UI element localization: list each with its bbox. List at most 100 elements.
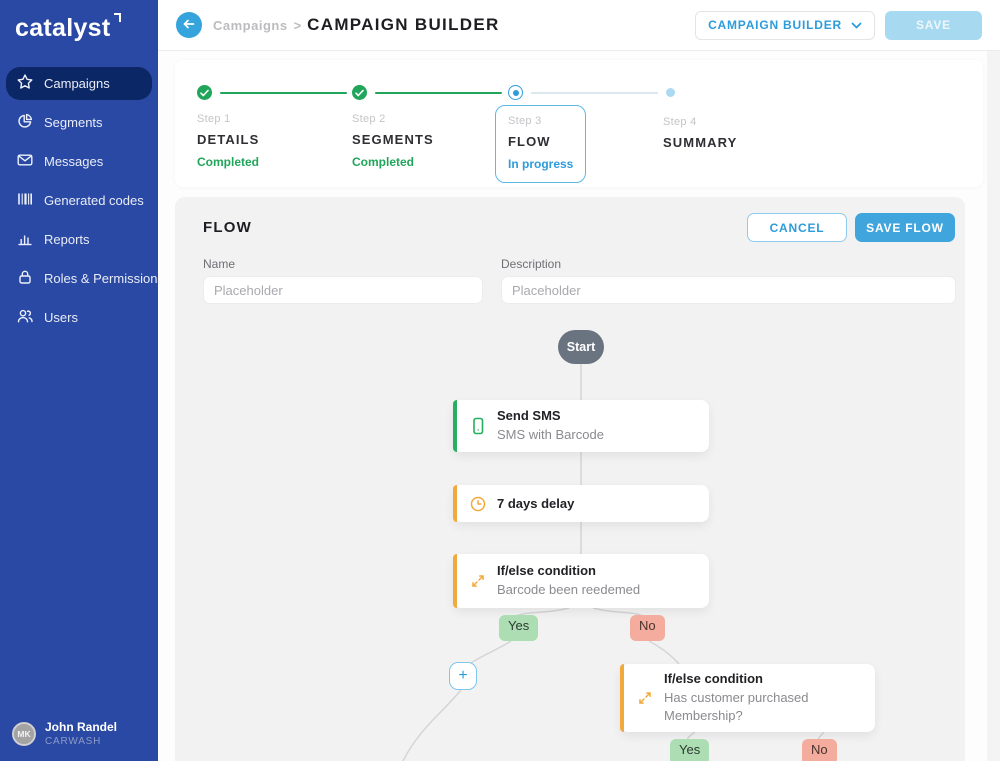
cancel-button[interactable]: CANCEL: [747, 213, 847, 242]
flow-form: Name Description: [203, 257, 956, 304]
stepper-step-segments[interactable]: Step 2 SEGMENTS Completed: [352, 85, 502, 169]
page-title: CAMPAIGN BUILDER: [307, 15, 500, 34]
node-title: Send SMS: [497, 408, 561, 424]
back-button[interactable]: [176, 12, 202, 38]
stepper-line-2: [375, 92, 502, 94]
main-area: Campaigns > CAMPAIGN BUILDER CAMPAIGN BU…: [158, 0, 1000, 761]
campaign-builder-dropdown[interactable]: CAMPAIGN BUILDER: [695, 10, 875, 40]
node-title: If/else condition: [664, 671, 763, 687]
sidebar-item-label: Reports: [44, 232, 90, 247]
step-upcoming-icon: [666, 88, 675, 97]
sidebar-item-segments[interactable]: Segments: [6, 106, 152, 139]
step-current-icon: [508, 85, 523, 100]
lock-icon: [16, 268, 34, 289]
step-completed-icon: [352, 85, 367, 100]
branch-no-badge[interactable]: No: [630, 615, 665, 641]
sidebar-item-label: Segments: [44, 115, 103, 130]
star-icon: [16, 73, 34, 94]
branch-no-badge[interactable]: No: [802, 739, 837, 761]
flow-panel-title: FLOW: [203, 219, 252, 236]
back-arrow-icon: [181, 16, 197, 35]
sidebar-user[interactable]: MK John Randel CARWASH: [0, 720, 158, 747]
step-label: Step 3: [508, 115, 542, 127]
stepper-step-details[interactable]: Step 1 DETAILS Completed: [197, 85, 347, 169]
save-flow-button[interactable]: SAVE FLOW: [855, 213, 955, 242]
breadcrumb-parent[interactable]: Campaigns: [213, 17, 288, 33]
phone-icon: [469, 417, 487, 435]
step-status: Completed: [197, 155, 260, 169]
condition-node-membership[interactable]: If/else condition Has customer purchased…: [620, 664, 875, 732]
users-icon: [16, 307, 34, 328]
node-title: If/else condition: [497, 563, 596, 579]
sidebar: catalyst Campaigns Segments Messages Gen…: [0, 0, 164, 761]
stepper-step-flow[interactable]: Step 3 FLOW In progress: [495, 85, 658, 183]
sidebar-nav: Campaigns Segments Messages Generated co…: [0, 67, 164, 334]
sidebar-item-label: Users: [44, 310, 78, 325]
chevron-down-icon: [851, 18, 862, 32]
bar-chart-icon: [16, 229, 34, 250]
name-label: Name: [203, 257, 236, 271]
add-node-button[interactable]: +: [449, 662, 477, 690]
delay-node[interactable]: 7 days delay: [453, 485, 709, 522]
node-title: 7 days delay: [497, 496, 575, 511]
current-step-box: Step 3 FLOW In progress: [495, 105, 587, 183]
stepper: Step 1 DETAILS Completed Step 2 SEGMENTS…: [175, 60, 983, 187]
sidebar-item-generated-codes[interactable]: Generated codes: [6, 184, 152, 217]
avatar: MK: [12, 721, 36, 746]
step-completed-icon: [197, 85, 212, 100]
save-button[interactable]: SAVE: [885, 10, 982, 40]
branch-yes-badge[interactable]: Yes: [670, 739, 710, 761]
user-name: John Randel: [45, 720, 118, 734]
step-name: DETAILS: [197, 132, 260, 147]
user-org: CARWASH: [45, 736, 102, 747]
top-bar: Campaigns > CAMPAIGN BUILDER CAMPAIGN BU…: [158, 0, 1000, 51]
barcode-icon: [16, 190, 34, 211]
app-logo: catalyst: [0, 0, 158, 43]
step-status: In progress: [508, 157, 574, 171]
branch-arrows-icon: [636, 689, 654, 707]
description-input[interactable]: [501, 276, 956, 304]
step-status: Completed: [352, 155, 415, 169]
sidebar-item-messages[interactable]: Messages: [6, 145, 152, 178]
branch-yes-badge[interactable]: Yes: [499, 615, 539, 641]
name-input[interactable]: [203, 276, 483, 304]
sidebar-item-label: Roles & Permissions: [44, 271, 164, 286]
step-name: SEGMENTS: [352, 132, 434, 147]
step-label: Step 1: [197, 113, 231, 125]
sidebar-item-label: Messages: [44, 154, 104, 169]
step-name: FLOW: [508, 134, 551, 149]
step-label: Step 4: [663, 116, 697, 128]
sidebar-item-label: Generated codes: [44, 193, 144, 208]
start-node[interactable]: Start: [558, 330, 604, 364]
dropdown-label: CAMPAIGN BUILDER: [708, 18, 842, 32]
flow-panel: FLOW CANCEL SAVE FLOW Name Description: [175, 197, 965, 761]
scrollbar-track[interactable]: [987, 51, 1000, 761]
sidebar-item-campaigns[interactable]: Campaigns: [6, 67, 152, 100]
stepper-line-1: [220, 92, 347, 94]
pie-chart-icon: [16, 112, 34, 133]
envelope-icon: [16, 151, 34, 172]
step-label: Step 2: [352, 113, 386, 125]
send-sms-node[interactable]: Send SMS SMS with Barcode: [453, 400, 709, 452]
stepper-line-3: [531, 92, 658, 94]
clock-icon: [469, 495, 487, 513]
sidebar-item-reports[interactable]: Reports: [6, 223, 152, 256]
node-subtitle: SMS with Barcode: [497, 427, 604, 443]
logo-mark-icon: [113, 13, 121, 22]
sidebar-item-label: Campaigns: [44, 76, 110, 91]
branch-arrows-icon: [469, 572, 487, 590]
breadcrumb-separator: >: [293, 17, 302, 33]
content-area: Step 1 DETAILS Completed Step 2 SEGMENTS…: [158, 51, 1000, 761]
node-subtitle: Has customer purchased Membership?: [664, 690, 809, 723]
flow-connectors: [402, 364, 825, 761]
step-name: SUMMARY: [663, 135, 738, 150]
description-label: Description: [501, 257, 562, 271]
flow-panel-header: FLOW CANCEL SAVE FLOW: [175, 197, 965, 242]
node-subtitle: Barcode been reedemed: [497, 582, 641, 598]
condition-node-barcode[interactable]: If/else condition Barcode been reedemed: [453, 554, 709, 608]
stepper-step-summary[interactable]: Step 4 SUMMARY: [663, 85, 813, 150]
sidebar-item-users[interactable]: Users: [6, 301, 152, 334]
sidebar-item-roles-permissions[interactable]: Roles & Permissions: [6, 262, 164, 295]
logo-text: catalyst: [15, 14, 111, 42]
